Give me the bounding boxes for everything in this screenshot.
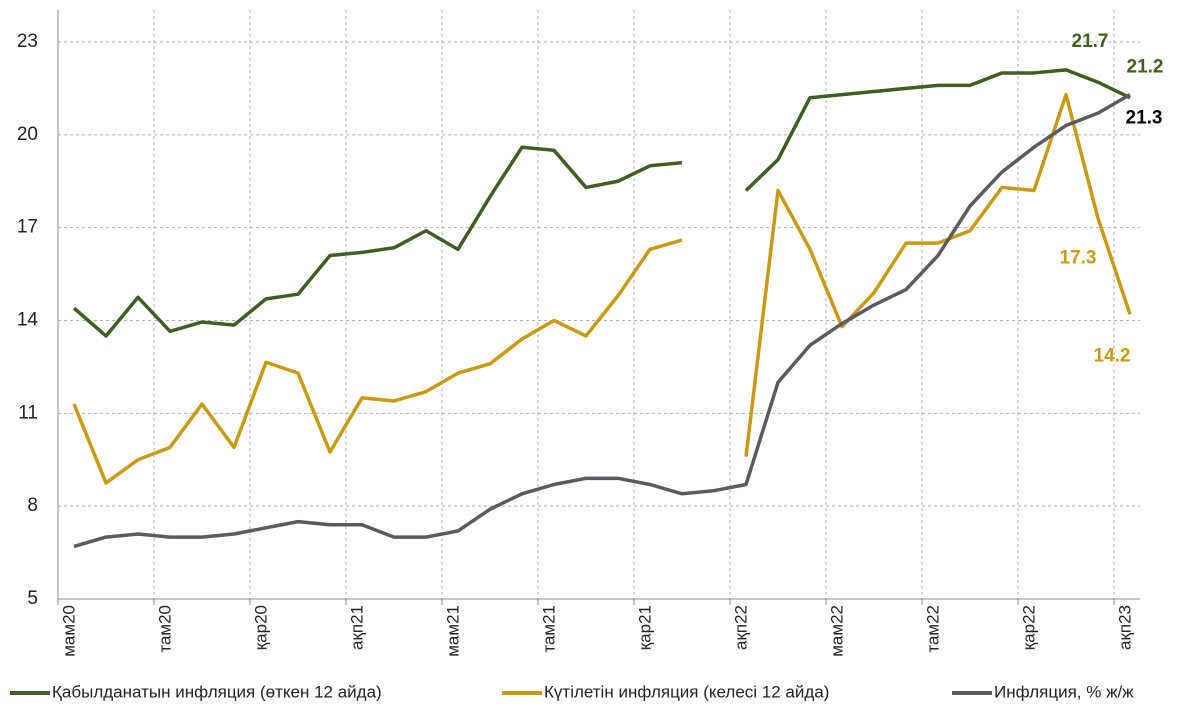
x-tick-label: там20 (155, 605, 174, 653)
data-label: 21.7 (1072, 31, 1109, 52)
data-label: 21.2 (1127, 57, 1164, 78)
x-tick-label: қар22 (1019, 605, 1038, 650)
data-label: 17.3 (1060, 247, 1097, 268)
x-tick-label: қар21 (635, 605, 654, 650)
y-tick-label: 11 (18, 402, 38, 423)
y-tick-label: 20 (17, 124, 38, 145)
series-line (72, 68, 1131, 338)
y-tick-label: 23 (17, 31, 38, 52)
y-tick-label: 17 (17, 217, 38, 238)
data-label: 14.2 (1094, 345, 1131, 366)
x-tick-label: мам21 (443, 605, 462, 657)
x-tick-label: ақп21 (347, 605, 366, 650)
data-label: 21.3 (1126, 108, 1163, 129)
y-tick-label: 14 (17, 310, 39, 331)
x-tick-label: там22 (923, 605, 942, 653)
x-tick-label: ақп23 (1115, 605, 1134, 650)
x-tick-label: мам22 (827, 605, 846, 657)
series-line (73, 93, 1131, 549)
legend-label: Инфляция, % ж/ж (994, 682, 1134, 701)
legend-label: Қабылданатын инфляция (өткен 12 айда) (52, 682, 382, 701)
x-tick-label: қар20 (251, 605, 270, 650)
x-tick-label: мам20 (59, 605, 78, 657)
series-line (72, 92, 1132, 485)
y-tick-label: 5 (27, 588, 38, 609)
x-tick-label: там21 (539, 605, 558, 653)
y-tick-label: 8 (27, 495, 38, 516)
x-tick-label: ақп22 (731, 605, 750, 650)
legend-label: Күтілетін инфляция (келесі 12 айда) (544, 682, 829, 701)
